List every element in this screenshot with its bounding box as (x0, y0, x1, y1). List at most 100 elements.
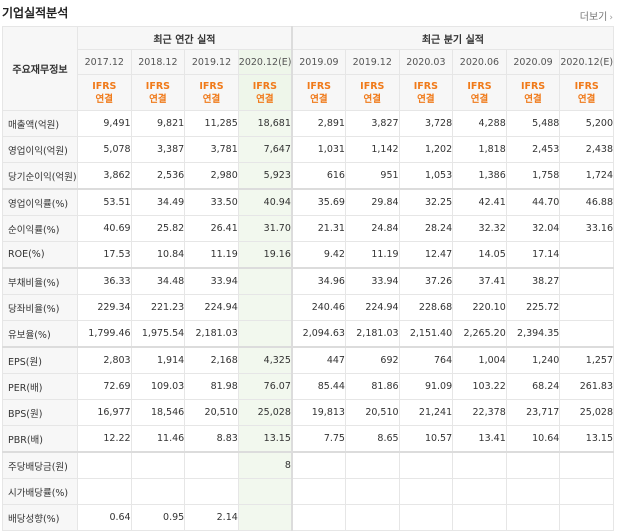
table-cell: 33.94 (344, 267, 400, 295)
table-cell: 46.88 (559, 188, 614, 216)
table-cell (290, 451, 346, 479)
table-cell: 22,378 (452, 399, 507, 426)
table-cell: 2,980 (184, 162, 239, 190)
table-cell: 28.24 (398, 215, 454, 242)
table-cell: 8.65 (344, 425, 400, 453)
ifrs-label: IFRS (574, 80, 599, 92)
table-cell: 1,975.54 (130, 320, 186, 348)
table-cell: 44.70 (505, 188, 561, 216)
table-cell: 1,004 (452, 346, 507, 374)
table-cell: 9,491 (77, 110, 132, 137)
section-title: 기업실적분석 (2, 6, 69, 20)
table-cell: 26.41 (184, 215, 239, 242)
ifrs-badge: IFRS 연결 (398, 74, 454, 111)
table-cell: 34.48 (130, 267, 186, 295)
table-cell: 240.46 (290, 294, 346, 321)
ifrs-badge: IFRS 연결 (344, 74, 400, 111)
table-cell: 5,200 (559, 110, 614, 137)
table-row: 부채비율(%) 36.33 34.48 33.94 34.96 33.94 37.26 37.… (2, 267, 614, 295)
ifrs-label: IFRS (467, 80, 492, 92)
table-cell: 5,078 (77, 136, 132, 163)
table-row: 매출액(억원) 9,491 9,821 11,285 18,681 2,891 3,827 3… (2, 110, 614, 137)
label-column-header: 주요재무정보 (2, 26, 78, 111)
table-cell (77, 478, 132, 505)
table-cell: 1,031 (290, 136, 346, 163)
table-cell: 7,647 (237, 136, 293, 163)
table-cell (237, 267, 293, 295)
table-cell: 32.25 (398, 188, 454, 216)
period-header: 2020.03 (398, 49, 454, 75)
table-cell: 229.34 (77, 294, 132, 321)
chevron-right-icon: › (609, 13, 613, 23)
ifrs-label: IFRS (520, 80, 546, 92)
table-row: EPS(원) 2,803 1,914 2,168 4,325 447 692 764 1,004… (2, 346, 614, 374)
ifrs-label: IFRS (252, 80, 277, 92)
table-cell: 951 (344, 162, 400, 190)
table-cell: 21.31 (290, 215, 346, 242)
table-cell: 18,681 (237, 110, 293, 137)
table-cell: 2,536 (130, 162, 186, 190)
table-row: PBR(배) 12.22 11.46 8.83 13.15 7.75 8.65 10.57 13… (2, 425, 614, 453)
row-label: 당기순이익(억원) (2, 162, 78, 190)
period-header: 2020.09 (505, 49, 561, 75)
table-row: ROE(%) 17.53 10.84 11.19 19.16 9.42 11.19 12.47… (2, 241, 614, 269)
table-cell: 35.69 (290, 188, 346, 216)
table-cell: 2,891 (290, 110, 346, 137)
table-cell (452, 504, 507, 531)
table-cell: 85.44 (290, 373, 346, 400)
table-cell: 220.10 (452, 294, 507, 321)
table-row: 배당성향(%) 0.64 0.95 2.14 (2, 504, 614, 531)
table-cell: 12.22 (77, 425, 132, 453)
row-label: 당좌비율(%) (2, 294, 78, 321)
table-cell: 81.86 (344, 373, 400, 400)
table-cell: 2,438 (559, 136, 614, 163)
annual-group-header: 최근 연간 실적 (76, 26, 293, 50)
more-label: 더보기 (579, 12, 608, 23)
more-link[interactable]: 더보기 › (580, 8, 613, 23)
table-cell: 11,285 (184, 110, 239, 137)
table-cell: 19.16 (237, 241, 293, 269)
table-cell: 32.32 (452, 215, 507, 242)
table-cell (344, 478, 400, 505)
table-cell: 2,394.35 (505, 320, 561, 348)
ifrs-badge: IFRS 연결 (77, 74, 132, 111)
table-cell: 20,510 (344, 399, 400, 426)
row-label: PBR(배) (2, 425, 78, 453)
ifrs-badge: IFRS 연결 (237, 74, 293, 111)
table-cell: 13.15 (237, 425, 293, 453)
table-cell (130, 478, 186, 505)
consolidated-label: 연결 (149, 93, 167, 105)
table-cell: 10.84 (130, 241, 186, 269)
table-cell (559, 478, 614, 505)
table-cell: 17.14 (505, 241, 561, 269)
table-cell: 42.41 (452, 188, 507, 216)
period-header: 2018.12 (130, 49, 186, 75)
table-cell: 3,827 (344, 110, 400, 137)
table-cell: 2,453 (505, 136, 561, 163)
table-cell: 0.64 (77, 504, 132, 531)
table-cell: 33.50 (184, 188, 239, 216)
table-cell: 33.94 (184, 267, 239, 295)
consolidated-label: 연결 (524, 93, 542, 105)
table-cell: 616 (290, 162, 346, 190)
table-cell (505, 504, 561, 531)
table-cell (237, 478, 293, 505)
ifrs-label: IFRS (306, 80, 332, 92)
consolidated-label: 연결 (470, 93, 489, 105)
consolidated-label: 연결 (417, 93, 435, 105)
table-cell: 0.95 (130, 504, 186, 531)
table-cell: 2,265.20 (452, 320, 507, 348)
table-cell: 447 (290, 346, 346, 374)
table-cell (184, 451, 239, 479)
table-cell: 221.23 (130, 294, 186, 321)
table-cell (559, 504, 614, 531)
table-cell: 13.15 (559, 425, 614, 453)
table-cell (290, 504, 346, 531)
table-cell: 19,813 (290, 399, 346, 426)
row-label: ROE(%) (2, 241, 78, 269)
table-cell: 1,799.46 (77, 320, 132, 348)
table-cell: 53.51 (77, 188, 132, 216)
table-cell (505, 478, 561, 505)
table-cell: 228.68 (398, 294, 454, 321)
table-cell: 9,821 (130, 110, 186, 137)
